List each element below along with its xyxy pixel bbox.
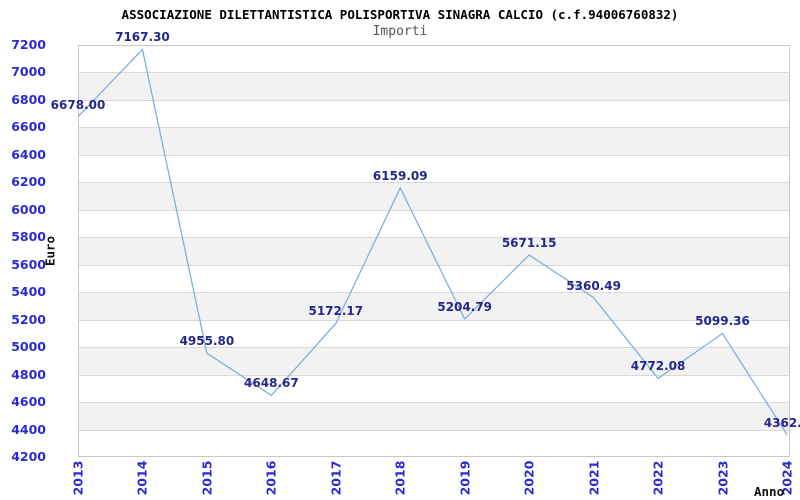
plot-band (78, 182, 790, 210)
chart-title: ASSOCIAZIONE DILETTANTISTICA POLISPORTIV… (121, 7, 679, 22)
gridline (78, 127, 790, 129)
importi-line (77, 48, 788, 435)
data-point-label: 7167.30 (115, 30, 170, 45)
x-axis-tick-label: 2014 (134, 460, 150, 496)
data-point-label: 5099.36 (695, 314, 750, 329)
y-axis-tick-label: 4200 (11, 449, 46, 464)
x-axis-tick-label: 2018 (392, 460, 408, 496)
data-point-label: 6159.09 (372, 168, 428, 183)
gridline (78, 374, 790, 376)
data-point-label: 5360.49 (566, 278, 621, 293)
plot-band (78, 127, 790, 155)
data-point-label: 4955.80 (179, 334, 235, 349)
y-axis-tick-label: 7200 (11, 37, 46, 52)
y-axis-tick-label: 6000 (11, 201, 46, 217)
plot-band (78, 402, 790, 430)
gridline (78, 402, 790, 404)
gridline (78, 182, 790, 184)
plot-band (78, 72, 790, 100)
gridline (78, 237, 790, 239)
line-series (77, 48, 788, 435)
y-axis-tick-label: 5400 (11, 284, 46, 300)
x-axis-tick-label: 2013 (70, 460, 86, 496)
y-axis-tick-label: 5000 (11, 339, 46, 355)
x-axis-tick-label: 2017 (328, 460, 344, 496)
gridline (78, 154, 790, 156)
gridline (78, 347, 790, 349)
y-axis-tick-label: 6800 (11, 91, 46, 107)
data-point-label: 5204.79 (437, 300, 493, 314)
gridline (78, 209, 790, 211)
y-axis-tick-label: 5800 (11, 229, 46, 245)
gridline (78, 264, 790, 266)
y-axis-tick-label: 6600 (11, 119, 46, 135)
gridline (78, 292, 790, 294)
gridline (78, 99, 790, 101)
plot-border (78, 45, 790, 457)
y-axis-tick-label: 6200 (11, 174, 46, 190)
x-axis-tick-label: 2015 (199, 460, 215, 496)
data-point-label: 5671.15 (501, 235, 557, 250)
y-axis-tick-label: 5200 (11, 311, 46, 327)
anno-axis-label: Anno (754, 484, 785, 499)
plot-band (78, 347, 790, 375)
euro-axis-label: Euro (42, 235, 58, 267)
x-axis-tick-label: 2016 (263, 460, 279, 496)
gridline (78, 319, 790, 321)
y-axis-tick-label: 6400 (11, 146, 46, 162)
y-axis-tick-label: 5600 (11, 256, 46, 272)
data-point-label: 4362.9 (763, 415, 800, 430)
x-axis-tick-label: 2023 (715, 460, 730, 496)
x-axis-tick-label: 2022 (650, 460, 666, 496)
data-point-label: 5172.17 (308, 304, 364, 319)
y-axis-tick-label: 4800 (11, 366, 46, 382)
x-axis-tick-label: 2021 (586, 460, 602, 496)
y-axis-tick-label: 7000 (11, 64, 46, 80)
x-axis-tick-label: 2019 (457, 460, 473, 496)
data-point-label: 6678.00 (50, 97, 106, 112)
gridline (78, 72, 790, 74)
y-axis-tick-label: 4400 (11, 421, 46, 437)
data-point-label: 4648.67 (244, 376, 299, 391)
plot-band (78, 237, 790, 265)
chart-subtitle: Importi (372, 24, 428, 39)
data-point-label: 4772.08 (630, 359, 686, 374)
x-axis-tick-label: 2020 (521, 460, 537, 496)
gridline (78, 429, 790, 431)
y-axis-tick-label: 4600 (11, 394, 46, 410)
